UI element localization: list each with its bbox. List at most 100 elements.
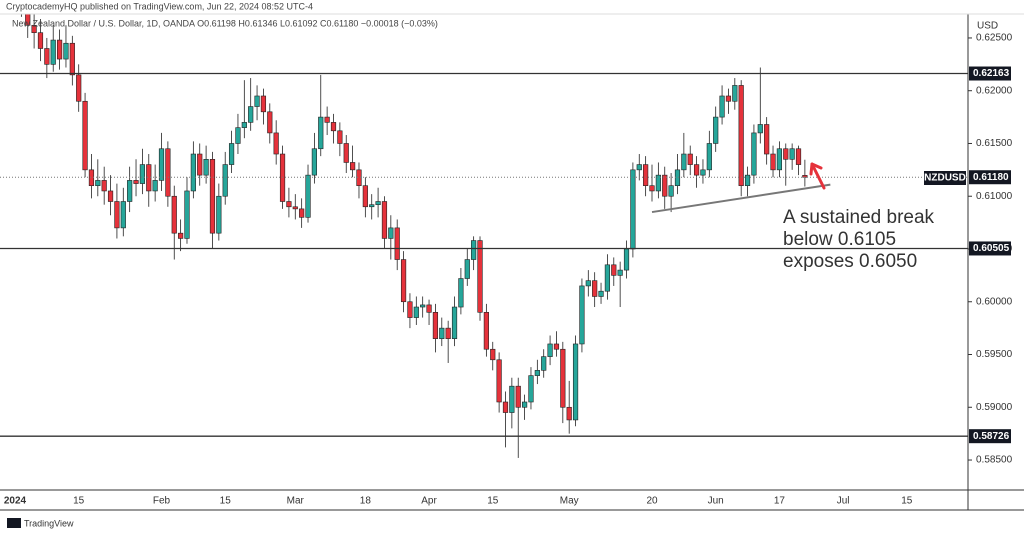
candle-body xyxy=(139,164,146,184)
candle-body xyxy=(292,206,298,210)
candle-body xyxy=(738,85,744,186)
candle-body xyxy=(95,180,101,186)
candle-body xyxy=(592,280,598,297)
candle-body xyxy=(560,348,566,408)
candle-body xyxy=(604,264,611,292)
candle-body xyxy=(248,106,254,123)
level-label: 0.62163 xyxy=(973,68,1010,79)
candle-body xyxy=(636,164,642,171)
candle-body xyxy=(502,401,509,413)
candle-body xyxy=(120,201,126,229)
candle-body xyxy=(388,227,394,239)
candle-body xyxy=(318,116,324,150)
candle-body xyxy=(56,39,63,60)
candle-body xyxy=(375,201,381,205)
candle-body xyxy=(400,259,407,303)
candle-body xyxy=(190,153,196,192)
candle-body xyxy=(521,401,528,408)
candle-body xyxy=(572,343,579,421)
candle-body xyxy=(133,180,139,184)
x-tick-label: 20 xyxy=(646,496,658,507)
y-tick-label: 0.61000 xyxy=(976,191,1013,202)
candle-body xyxy=(152,180,158,192)
arrow xyxy=(809,162,826,190)
candle-body xyxy=(451,306,458,339)
candle-body xyxy=(337,130,343,144)
candle-body xyxy=(439,327,445,339)
y-tick-label: 0.62000 xyxy=(976,85,1013,96)
candle-body xyxy=(445,327,451,339)
level-tag xyxy=(969,66,1011,81)
candle-body xyxy=(757,124,763,134)
candle-body xyxy=(114,201,120,229)
candle-body xyxy=(617,269,623,276)
candle-body xyxy=(165,148,171,197)
candle-body xyxy=(693,164,700,176)
y-tick-label: 0.62500 xyxy=(976,33,1013,44)
candle-body xyxy=(783,148,789,160)
x-tick-label: 15 xyxy=(901,496,913,507)
brand: TradingView xyxy=(24,518,74,528)
candle-body xyxy=(700,169,706,176)
last-price-tag xyxy=(969,170,1011,185)
candle-body xyxy=(643,164,649,186)
x-tick-label: Jul xyxy=(837,496,850,507)
candle-body xyxy=(649,185,655,192)
candle-body xyxy=(496,359,502,403)
legend: New Zealand Dollar / U.S. Dollar, 1D, OA… xyxy=(12,18,438,28)
x-tick-label: Jun xyxy=(708,496,724,507)
candle-body xyxy=(477,240,483,313)
plot-area xyxy=(0,14,968,458)
candle-body xyxy=(732,85,738,102)
candle-body xyxy=(267,111,273,134)
x-tick-label: 15 xyxy=(220,496,232,507)
candle-body xyxy=(299,208,305,218)
candle-body xyxy=(706,143,712,171)
candle-body xyxy=(286,201,292,208)
symbol-label: NZDUSD xyxy=(924,173,966,184)
candle-body xyxy=(235,127,241,144)
level-tag xyxy=(969,429,1011,444)
candle-body xyxy=(464,259,470,279)
candle-body xyxy=(566,406,572,421)
candle-body xyxy=(426,304,432,313)
candle-body xyxy=(744,174,751,186)
candle-body xyxy=(668,185,674,197)
x-tick-label: 18 xyxy=(360,496,372,507)
candle-body xyxy=(764,124,770,155)
candle-body xyxy=(203,159,209,176)
candle-body xyxy=(178,232,184,239)
candle-body xyxy=(158,148,165,181)
last-price-label: 0.61180 xyxy=(973,172,1009,183)
candle-body xyxy=(228,143,235,165)
x-tick-label: May xyxy=(560,496,579,507)
x-tick-label: 17 xyxy=(774,496,786,507)
candle-body xyxy=(69,42,75,76)
candle-body xyxy=(88,169,95,186)
x-tick-label: 15 xyxy=(73,496,85,507)
candle-body xyxy=(413,306,419,318)
candle-body xyxy=(324,116,330,123)
candle-body xyxy=(184,190,190,239)
annotation: exposes 0.6050 xyxy=(783,251,917,272)
candle-body xyxy=(662,174,668,197)
candle-body xyxy=(687,153,693,165)
annotation: below 0.6105 xyxy=(783,229,896,250)
candle-body xyxy=(541,356,547,371)
candle-body xyxy=(101,180,107,192)
candle-body xyxy=(171,195,177,234)
publisher: CryptocademyHQ published on TradingView.… xyxy=(6,1,313,11)
y-tick-label: 0.59000 xyxy=(976,402,1013,413)
candle-body xyxy=(547,343,553,357)
candle-body xyxy=(713,116,719,144)
candle-body xyxy=(260,95,267,113)
candle-body xyxy=(509,385,515,413)
candle-body xyxy=(216,195,222,234)
candle-body xyxy=(483,312,489,350)
candle-body xyxy=(254,95,260,107)
candle-body xyxy=(362,185,368,208)
candle-body xyxy=(356,169,362,186)
candle-body xyxy=(719,95,725,118)
